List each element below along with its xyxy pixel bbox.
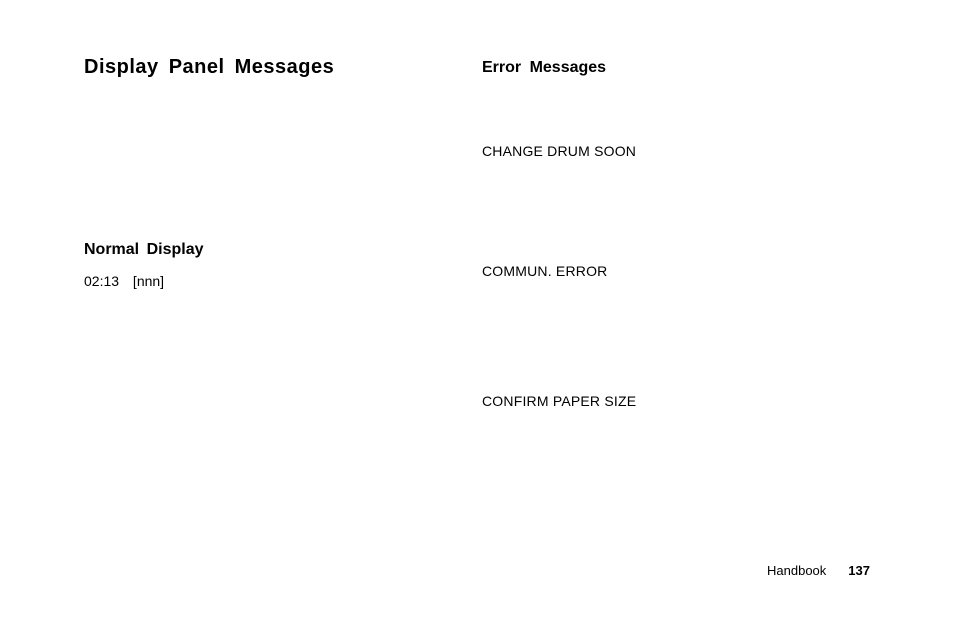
normal-display-value: 02:13 [nnn] [84, 273, 462, 289]
page-container: Display Panel Messages Normal Display 02… [0, 0, 954, 618]
footer-label: Handbook [767, 563, 826, 578]
normal-display-heading: Normal Display [84, 241, 462, 259]
error-message-3: CONFIRM PAPER SIZE [482, 393, 870, 409]
error-message-2: COMMUN. ERROR [482, 263, 870, 279]
right-column: Error Messages CHANGE DRUM SOON COMMUN. … [482, 56, 870, 618]
page-title: Display Panel Messages [84, 56, 462, 79]
error-messages-heading: Error Messages [482, 59, 870, 77]
error-message-1: CHANGE DRUM SOON [482, 143, 870, 159]
left-column: Display Panel Messages Normal Display 02… [84, 56, 482, 618]
page-footer: Handbook 137 [767, 563, 870, 578]
footer-page-number: 137 [848, 563, 870, 578]
